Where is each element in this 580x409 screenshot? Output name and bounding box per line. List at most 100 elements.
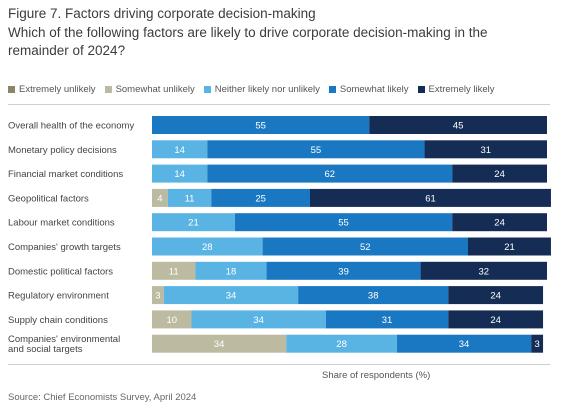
bar-value-label: 34 xyxy=(214,339,225,350)
bar-segment xyxy=(152,286,164,305)
bar-value-label: 3 xyxy=(155,291,160,302)
bar-segment xyxy=(152,334,287,353)
bar-segment xyxy=(191,310,326,329)
bar-segment xyxy=(152,237,263,256)
bar-value-label: 55 xyxy=(255,121,266,132)
figure-title: Figure 7. Factors driving corporate deci… xyxy=(8,6,316,21)
bar-segment xyxy=(207,140,425,159)
bar-segment xyxy=(396,334,532,353)
bar-value-label: 34 xyxy=(226,291,237,302)
bar-segment xyxy=(262,237,468,256)
bar-segment xyxy=(531,334,544,353)
legend-label: Extremely unlikely xyxy=(19,84,96,95)
legend-label: Neither likely nor unlikely xyxy=(214,84,320,95)
bar-segment xyxy=(420,261,547,280)
bar-segment xyxy=(448,286,544,305)
category-label: Geopolitical factors xyxy=(8,193,89,204)
bar-value-label: 38 xyxy=(368,291,379,302)
bar-value-label: 14 xyxy=(174,145,185,156)
bar-segment xyxy=(452,213,547,232)
bar-segment xyxy=(152,140,208,159)
legend-swatch xyxy=(417,86,425,93)
bar-segment xyxy=(152,188,168,207)
bar-segment xyxy=(325,310,449,329)
bar-value-label: 11 xyxy=(169,266,179,277)
bar-segment xyxy=(152,261,196,280)
bar-segment xyxy=(152,310,192,329)
bottom-divider xyxy=(8,364,550,365)
bar-segment xyxy=(152,213,235,232)
bar-segment xyxy=(369,116,547,134)
bar-value-label: 25 xyxy=(255,193,266,204)
top-divider xyxy=(8,104,550,105)
legend-item: Somewhat unlikely xyxy=(104,84,195,95)
bar-value-label: 34 xyxy=(459,339,470,350)
legend-swatch xyxy=(328,86,336,93)
legend-label: Extremely likely xyxy=(428,84,495,95)
bar-value-label: 55 xyxy=(338,218,349,229)
bar-segment xyxy=(448,310,544,329)
source-note: Source: Chief Economists Survey, April 2… xyxy=(8,392,197,403)
legend-label: Somewhat unlikely xyxy=(115,84,195,95)
chart-legend: Extremely unlikely Somewhat unlikely Neith… xyxy=(8,84,504,95)
legend-swatch xyxy=(8,86,15,93)
bar-segment xyxy=(424,140,547,159)
bar-value-label: 24 xyxy=(494,169,505,180)
bar-value-label: 55 xyxy=(311,145,322,156)
bar-segment xyxy=(167,188,212,207)
bar-value-label: 31 xyxy=(382,315,393,326)
bar-segment xyxy=(298,286,449,305)
legend-item: Neither likely nor unlikely xyxy=(203,84,320,95)
bar-segment xyxy=(211,188,310,207)
legend-swatch xyxy=(203,86,211,93)
legend-swatch xyxy=(104,86,112,93)
bar-segment xyxy=(286,334,397,353)
bar-value-label: 4 xyxy=(157,193,162,204)
stacked-bar-chart: Overall health of the economy 55 45 Monetar… xyxy=(8,116,551,355)
bar-segment xyxy=(163,286,299,305)
bar-value-label: 24 xyxy=(490,315,501,326)
bar-segment xyxy=(234,213,453,232)
bar-segment xyxy=(207,164,453,183)
legend-item: Extremely unlikely xyxy=(8,84,96,95)
x-axis-label: Share of respondents (%) xyxy=(322,370,431,381)
bar-value-label: 32 xyxy=(479,266,490,277)
category-label: Overall health of the economy xyxy=(8,121,134,132)
bar-segment xyxy=(152,116,370,134)
bar-segment xyxy=(452,164,547,183)
bar-segment xyxy=(468,237,551,256)
bar-value-label: 45 xyxy=(453,121,464,132)
category-label: and social targets xyxy=(8,344,83,355)
bar-segment xyxy=(152,164,208,183)
category-label: Regulatory environment xyxy=(8,291,109,302)
category-label: Companies' environmental xyxy=(8,334,120,345)
bar-value-label: 10 xyxy=(166,315,177,326)
bar-value-label: 14 xyxy=(174,169,185,180)
bar-value-label: 28 xyxy=(202,242,213,253)
bar-value-label: 11 xyxy=(185,193,195,204)
category-label: Supply chain conditions xyxy=(8,315,108,326)
bar-value-label: 21 xyxy=(504,242,515,253)
category-label: Financial market conditions xyxy=(8,169,123,180)
figure-subtitle: Which of the following factors are likel… xyxy=(8,25,488,58)
bar-value-label: 34 xyxy=(253,315,264,326)
bar-value-label: 24 xyxy=(494,218,505,229)
category-label: Companies' growth targets xyxy=(8,242,121,253)
legend-item: Extremely likely xyxy=(417,84,495,95)
bar-value-label: 18 xyxy=(226,266,237,277)
bar-value-label: 3 xyxy=(534,339,539,350)
category-label: Domestic political factors xyxy=(8,266,113,277)
category-label: Labour market conditions xyxy=(8,218,115,229)
bar-value-label: 61 xyxy=(425,193,436,204)
bar-segment xyxy=(310,188,551,207)
bar-value-label: 62 xyxy=(324,169,335,180)
bar-value-label: 24 xyxy=(490,291,501,302)
legend-label: Somewhat likely xyxy=(339,84,409,95)
category-label: Monetary policy decisions xyxy=(8,145,117,156)
bar-value-label: 21 xyxy=(188,218,199,229)
bar-segment xyxy=(195,261,267,280)
bar-segment xyxy=(266,261,421,280)
legend-item: Somewhat likely xyxy=(328,84,409,95)
bar-value-label: 39 xyxy=(338,266,349,277)
bar-value-label: 52 xyxy=(360,242,371,253)
